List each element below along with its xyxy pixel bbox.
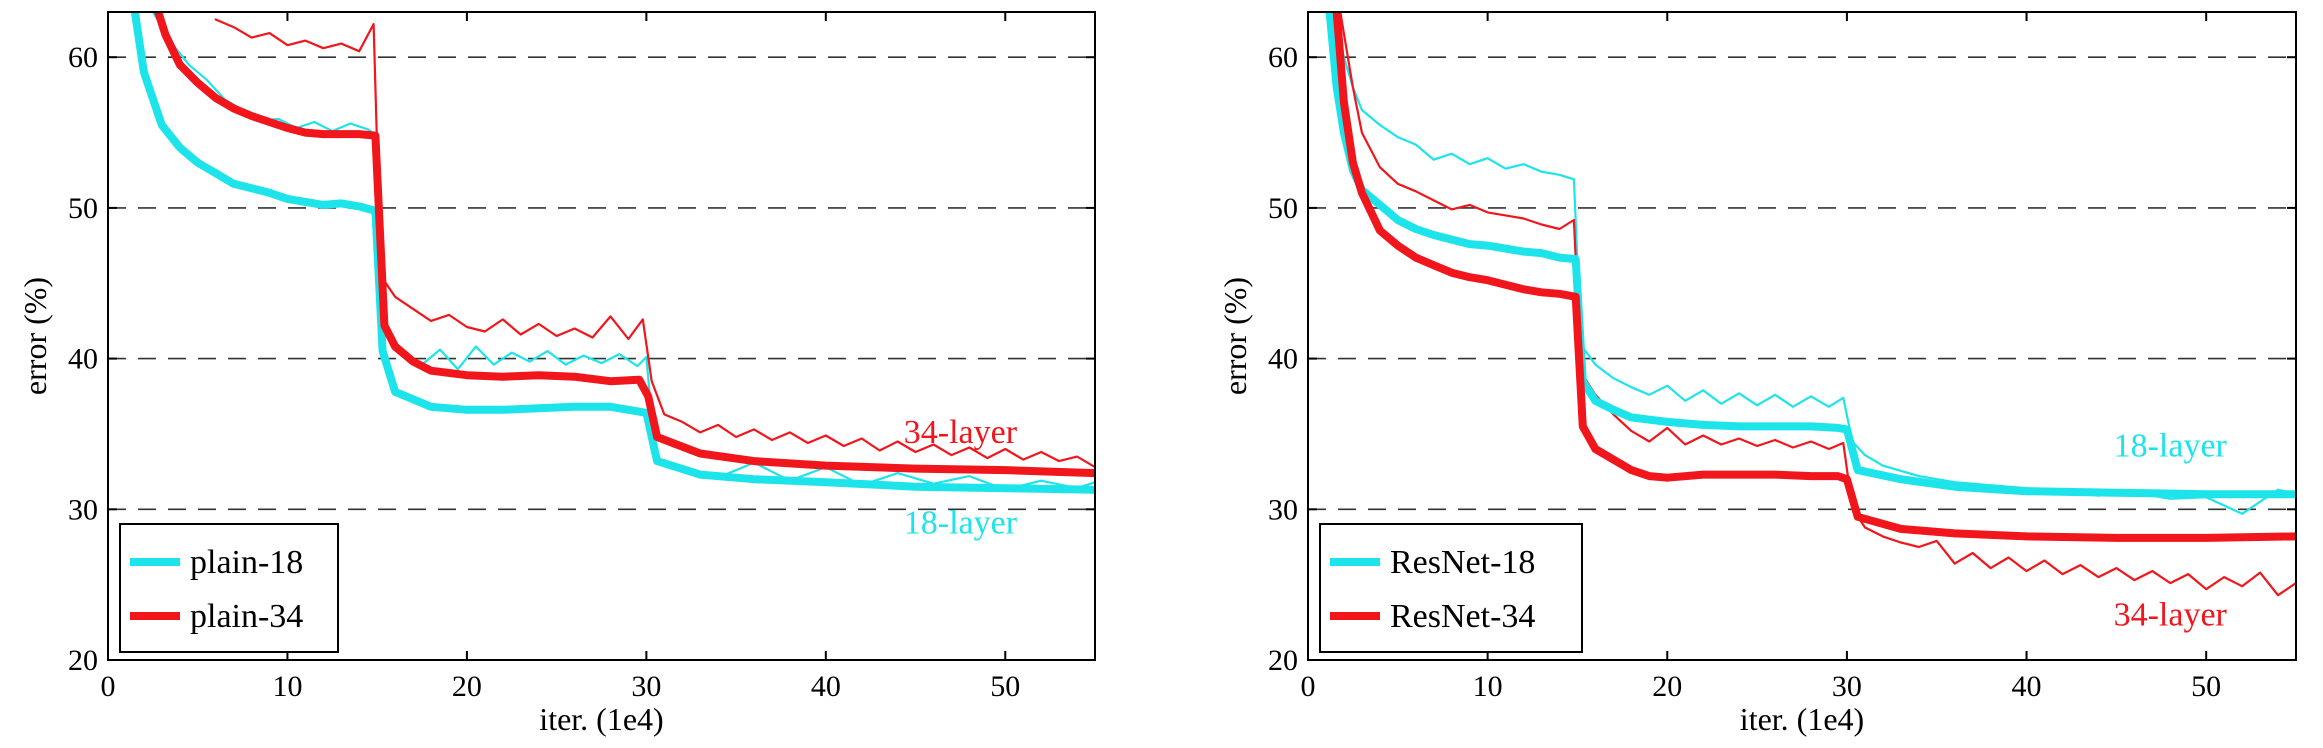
legend-label: plain-18 — [190, 544, 303, 581]
x-axis-label: iter. (1e4) — [539, 701, 663, 737]
series-line-plain-34 — [154, 12, 1095, 478]
x-tick-label: 50 — [990, 670, 1020, 703]
chart-plain: 0 10 20 30 40 50 20 30 40 50 60 iter. (1e4) error (%… — [17, 11, 1096, 737]
legend: plain-18 plain-34 — [119, 523, 339, 653]
plot-frame — [1307, 11, 2297, 661]
legend-label: plain-34 — [190, 598, 303, 635]
series-line-resnet-34 — [1332, 12, 2296, 542]
y-tick-label: 20 — [1268, 644, 1298, 677]
y-tick-label: 50 — [1268, 192, 1298, 225]
series-line-plain-18 — [130, 12, 1095, 494]
series-line-resnet-18 — [1325, 12, 2296, 499]
x-tick-label: 50 — [2191, 670, 2221, 703]
series-line-resnet-34-train — [1339, 12, 2296, 597]
x-tick-label: 10 — [1473, 670, 1503, 703]
x-tick-label: 10 — [272, 670, 302, 703]
chart-resnet: 0 10 20 30 40 50 20 30 40 50 60 iter. (1e4) error (%… — [1217, 11, 2297, 737]
y-tick-label: 60 — [68, 41, 98, 74]
legend: ResNet-18 ResNet-34 — [1319, 523, 1583, 653]
x-tick-label: 0 — [1301, 670, 1316, 703]
y-tick-label: 30 — [1268, 493, 1298, 526]
y-tick-label: 60 — [1268, 41, 1298, 74]
y-axis-label: error (%) — [1217, 277, 1253, 395]
series-annotation: 34-layer — [2114, 596, 2228, 633]
series-annotation: 18-layer — [904, 504, 1018, 541]
y-tick-label: 30 — [68, 493, 98, 526]
y-tick-label: 50 — [68, 192, 98, 225]
legend-box — [1319, 523, 1583, 653]
legend-label: ResNet-34 — [1390, 598, 1535, 635]
x-tick-label: 0 — [101, 670, 116, 703]
plot-frame — [107, 11, 1096, 661]
x-tick-label: 40 — [2012, 670, 2042, 703]
x-tick-label: 40 — [811, 670, 841, 703]
y-tick-label: 40 — [68, 343, 98, 376]
series-annotation: 18-layer — [2114, 428, 2228, 465]
y-tick-label: 20 — [68, 644, 98, 677]
y-axis-label: error (%) — [17, 277, 53, 395]
series-annotation: 34-layer — [904, 414, 1018, 451]
x-tick-label: 20 — [452, 670, 482, 703]
legend-label: ResNet-18 — [1390, 544, 1535, 581]
x-tick-label: 30 — [631, 670, 661, 703]
x-tick-label: 20 — [1652, 670, 1682, 703]
x-axis-label: iter. (1e4) — [1740, 701, 1864, 737]
legend-box — [119, 523, 339, 653]
x-tick-label: 30 — [1832, 670, 1862, 703]
series-line-plain-34-train — [214, 18, 1095, 469]
y-tick-label: 40 — [1268, 343, 1298, 376]
